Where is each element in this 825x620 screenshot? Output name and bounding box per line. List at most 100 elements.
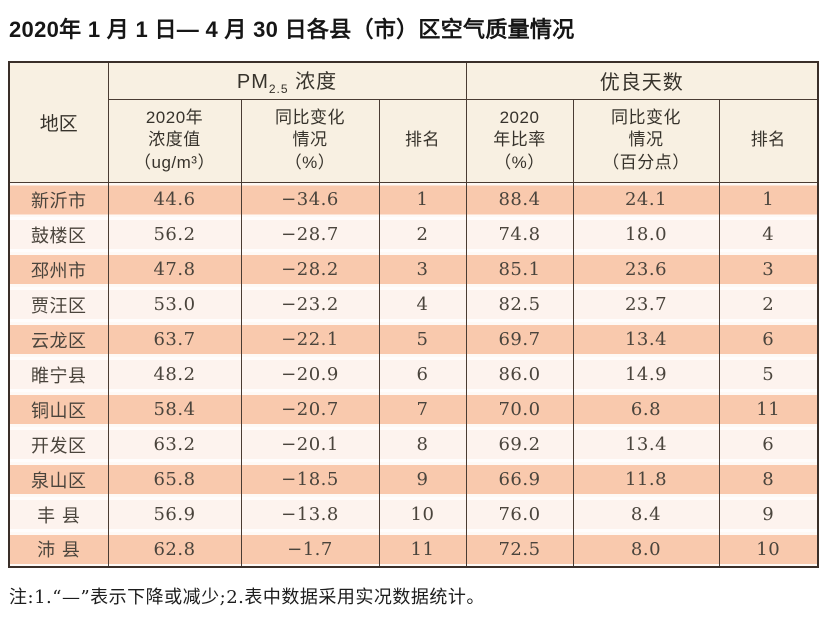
pm-change-cell: −22.1	[240, 322, 380, 357]
table-row: 泉山区 65.8 −18.5 9 66.9 11.8 8	[8, 462, 819, 497]
table-row: 丰 县 56.9 −13.8 10 76.0 8.4 9	[8, 497, 819, 532]
pm-rank-cell: 1	[378, 182, 467, 217]
pm25-group-header: PM2.5 浓度	[107, 61, 467, 100]
pm-rank-cell: 6	[378, 357, 467, 392]
ratio-change-cell: 23.6	[572, 252, 720, 287]
table-row: 开发区 63.2 −20.1 8 69.2 13.4 6	[8, 427, 819, 462]
table-row: 贾汪区 53.0 −23.2 4 82.5 23.7 2	[8, 287, 819, 322]
ratio-rank-cell: 9	[718, 497, 819, 532]
pm-value-cell: 63.2	[107, 427, 242, 462]
region-cell: 邳州市	[8, 252, 109, 287]
pm-change-cell: −23.2	[240, 287, 380, 322]
table-row: 睢宁县 48.2 −20.9 6 86.0 14.9 5	[8, 357, 819, 392]
ratio-change-column-header: 同比变化 情况 （百分点）	[572, 98, 720, 183]
ratio-cell: 88.4	[465, 182, 574, 217]
good-days-group-header: 优良天数	[465, 61, 819, 100]
pm-change-cell: −28.7	[240, 217, 380, 252]
pm-rank-column-header: 排名	[378, 98, 467, 183]
region-cell: 睢宁县	[8, 357, 109, 392]
region-cell: 泉山区	[8, 462, 109, 497]
pm-rank-cell: 2	[378, 217, 467, 252]
ratio-cell: 69.2	[465, 427, 574, 462]
region-cell: 丰 县	[8, 497, 109, 532]
pm-change-column-header: 同比变化 情况 （%）	[240, 98, 380, 183]
pm-rank-cell: 7	[378, 392, 467, 427]
pm-rank-cell: 8	[378, 427, 467, 462]
table-header: 地区 PM2.5 浓度 优良天数 2020年 浓度值 （ug/m³） 同比变化 …	[8, 61, 819, 183]
ratio-rank-cell: 2	[718, 287, 819, 322]
pm-change-cell: −20.7	[240, 392, 380, 427]
air-quality-table: 地区 PM2.5 浓度 优良天数 2020年 浓度值 （ug/m³） 同比变化 …	[8, 61, 819, 568]
region-cell: 铜山区	[8, 392, 109, 427]
pm25-label-suffix: 浓度	[288, 71, 338, 94]
ratio-change-cell: 13.4	[572, 322, 720, 357]
table-row: 邳州市 47.8 −28.2 3 85.1 23.6 3	[8, 252, 819, 287]
pm-change-cell: −28.2	[240, 252, 380, 287]
pm-rank-cell: 9	[378, 462, 467, 497]
ratio-change-cell: 13.4	[572, 427, 720, 462]
ratio-cell: 69.7	[465, 322, 574, 357]
ratio-rank-cell: 3	[718, 252, 819, 287]
ratio-rank-column-header: 排名	[718, 98, 819, 183]
ratio-change-cell: 14.9	[572, 357, 720, 392]
pm-rank-cell: 10	[378, 497, 467, 532]
pm25-label-prefix: PM	[236, 71, 269, 94]
region-cell: 鼓楼区	[8, 217, 109, 252]
group-header-row: 地区 PM2.5 浓度 优良天数	[8, 61, 819, 183]
region-cell: 沛 县	[8, 532, 109, 567]
pm-value-cell: 44.6	[107, 182, 242, 217]
ratio-rank-cell: 8	[718, 462, 819, 497]
ratio-change-cell: 8.4	[572, 497, 720, 532]
pm-change-cell: −20.1	[240, 427, 380, 462]
pm-value-cell: 65.8	[107, 462, 242, 497]
ratio-rank-cell: 10	[718, 532, 819, 567]
pm-value-cell: 63.7	[107, 322, 242, 357]
table-row: 铜山区 58.4 −20.7 7 70.0 6.8 11	[8, 392, 819, 427]
ratio-rank-cell: 1	[718, 182, 819, 217]
ratio-rank-cell: 5	[718, 357, 819, 392]
table-row: 沛 县 62.8 −1.7 11 72.5 8.0 10	[8, 532, 819, 567]
pm-rank-cell: 4	[378, 287, 467, 322]
ratio-cell: 74.8	[465, 217, 574, 252]
pm-value-cell: 56.2	[107, 217, 242, 252]
page-title: 2020年 1 月 1 日— 4 月 30 日各县（市）区空气质量情况	[9, 17, 575, 42]
ratio-rank-cell: 4	[718, 217, 819, 252]
ratio-column-header: 2020 年比率 （%）	[465, 98, 574, 183]
ratio-change-cell: 24.1	[572, 182, 720, 217]
ratio-change-cell: 18.0	[572, 217, 720, 252]
region-cell: 开发区	[8, 427, 109, 462]
pm25-label-subscript: 2.5	[268, 82, 289, 97]
ratio-cell: 66.9	[465, 462, 574, 497]
region-cell: 新沂市	[8, 182, 109, 217]
region-cell: 贾汪区	[8, 287, 109, 322]
pm-value-cell: 53.0	[107, 287, 242, 322]
pm-value-cell: 47.8	[107, 252, 242, 287]
pm-rank-cell: 11	[378, 532, 467, 567]
ratio-rank-cell: 6	[718, 427, 819, 462]
pm-value-column-header: 2020年 浓度值 （ug/m³）	[107, 98, 242, 183]
pm-change-cell: −20.9	[240, 357, 380, 392]
ratio-cell: 86.0	[465, 357, 574, 392]
ratio-rank-cell: 6	[718, 322, 819, 357]
pm-value-cell: 56.9	[107, 497, 242, 532]
ratio-change-cell: 11.8	[572, 462, 720, 497]
ratio-rank-cell: 11	[718, 392, 819, 427]
pm-change-cell: −34.6	[240, 182, 380, 217]
footnote: 注:1.“—”表示下降或减少;2.表中数据采用实况数据统计。	[9, 587, 485, 608]
ratio-cell: 82.5	[465, 287, 574, 322]
pm-rank-cell: 3	[378, 252, 467, 287]
pm-value-cell: 58.4	[107, 392, 242, 427]
ratio-cell: 70.0	[465, 392, 574, 427]
sub-header-row: 2020年 浓度值 （ug/m³） 同比变化 情况 （%） 排名 2020 年比…	[9, 98, 819, 183]
ratio-change-cell: 6.8	[572, 392, 720, 427]
table-row: 新沂市 44.6 −34.6 1 88.4 24.1 1	[8, 182, 819, 217]
pm-value-cell: 48.2	[107, 357, 242, 392]
pm-change-cell: −18.5	[240, 462, 380, 497]
table-row: 云龙区 63.7 −22.1 5 69.7 13.4 6	[8, 322, 819, 357]
pm-value-cell: 62.8	[107, 532, 242, 567]
pm-rank-cell: 5	[378, 322, 467, 357]
pm-change-cell: −1.7	[240, 532, 380, 567]
ratio-change-cell: 8.0	[572, 532, 720, 567]
ratio-cell: 72.5	[465, 532, 574, 567]
